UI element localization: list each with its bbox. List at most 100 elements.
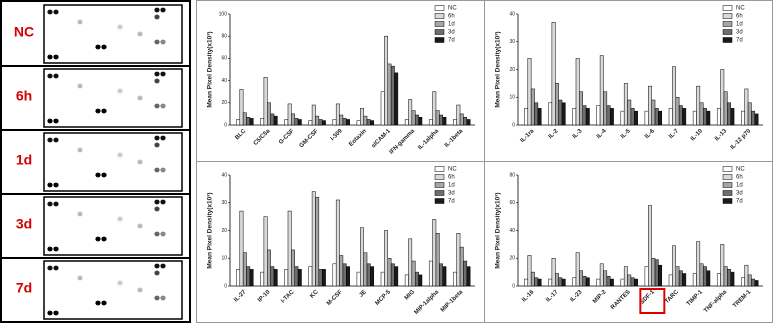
bar [442,266,447,287]
bar [572,108,577,126]
bar [321,269,326,287]
legend-label: 1d [448,22,455,28]
blot-spot [154,135,160,141]
x-tick-label: KC [309,289,320,300]
bar [537,108,542,126]
bar [311,104,316,126]
blot-spot [47,137,53,143]
blot-spot [101,44,107,50]
bar [273,115,278,126]
blot-spot [160,103,166,109]
blot-spot [77,211,83,217]
bar [267,102,271,126]
bar [342,118,347,126]
legend-swatch [434,5,445,11]
bar [297,119,302,126]
bar [530,271,535,287]
bar [623,266,628,287]
blot-spot [154,167,160,173]
bar [596,278,601,287]
blot-spot [53,54,59,60]
bar [466,266,471,287]
bar [596,105,601,126]
bar [599,55,604,126]
bar [644,266,649,287]
legend-swatch [722,5,733,11]
bar [390,65,395,126]
bar [678,105,683,126]
legend-swatch [722,37,733,43]
bar [249,118,254,126]
bar [463,116,468,126]
bar [751,278,756,287]
blot-label: 1d [16,152,32,168]
y-tick-label: 10 [509,95,515,101]
bar [453,119,457,126]
bar [363,252,368,287]
bar [644,110,649,126]
blot-spot [160,167,166,173]
blot-spot [95,44,101,50]
legend-swatch [722,198,733,204]
bar [408,99,413,126]
bar [291,113,295,126]
bar [404,274,409,287]
blot-membrane [43,196,183,256]
bar [287,210,292,287]
legend-swatch [434,190,445,196]
legend-label: 1d [736,22,743,28]
highlight-box [639,288,666,314]
blot-spot [47,182,53,188]
blot-membrane [43,68,183,128]
bar [236,119,241,126]
bar [432,219,437,287]
bar [439,114,443,126]
blot-spot [53,182,59,188]
blot-spot [95,236,101,242]
bar [754,113,759,126]
bar [727,102,731,126]
bar [747,274,752,287]
bar [335,199,340,287]
y-tick-label: 20 [221,100,227,106]
bar [260,118,265,126]
y-axis-label: Mean Pixel Density(x10³) [207,192,214,268]
bar [692,110,697,126]
blot-spot [154,231,160,237]
bar [702,266,707,287]
bar [744,264,749,287]
bar [702,108,707,126]
legend-swatch [434,166,445,172]
blot-spot [53,265,59,271]
blot-spot [154,7,160,13]
bar [380,91,385,126]
legend-swatch [722,29,733,35]
legend-swatch [434,198,445,204]
bar [648,205,652,287]
y-tick-label: 20 [221,228,227,234]
blot-spot [77,147,83,153]
legend-label: 7d [736,199,743,205]
bar [706,270,711,287]
bar [356,120,361,126]
legend-label: NC [736,167,745,173]
bar [582,105,587,126]
bar [356,271,361,287]
bar [394,72,399,126]
blot-label: NC [14,24,34,40]
bar [627,99,632,126]
blot-spot [154,270,160,276]
legend-swatch [722,182,733,188]
bar [630,108,635,126]
bar [603,270,608,287]
y-tick-label: 100 [219,11,228,17]
bar [651,99,656,126]
bar [284,269,289,287]
blot-spot [160,295,166,301]
y-tick-label: 40 [509,11,515,17]
bar [414,114,419,126]
bar [527,58,532,126]
bar [311,191,316,287]
bar [318,119,323,126]
bar [418,274,423,287]
